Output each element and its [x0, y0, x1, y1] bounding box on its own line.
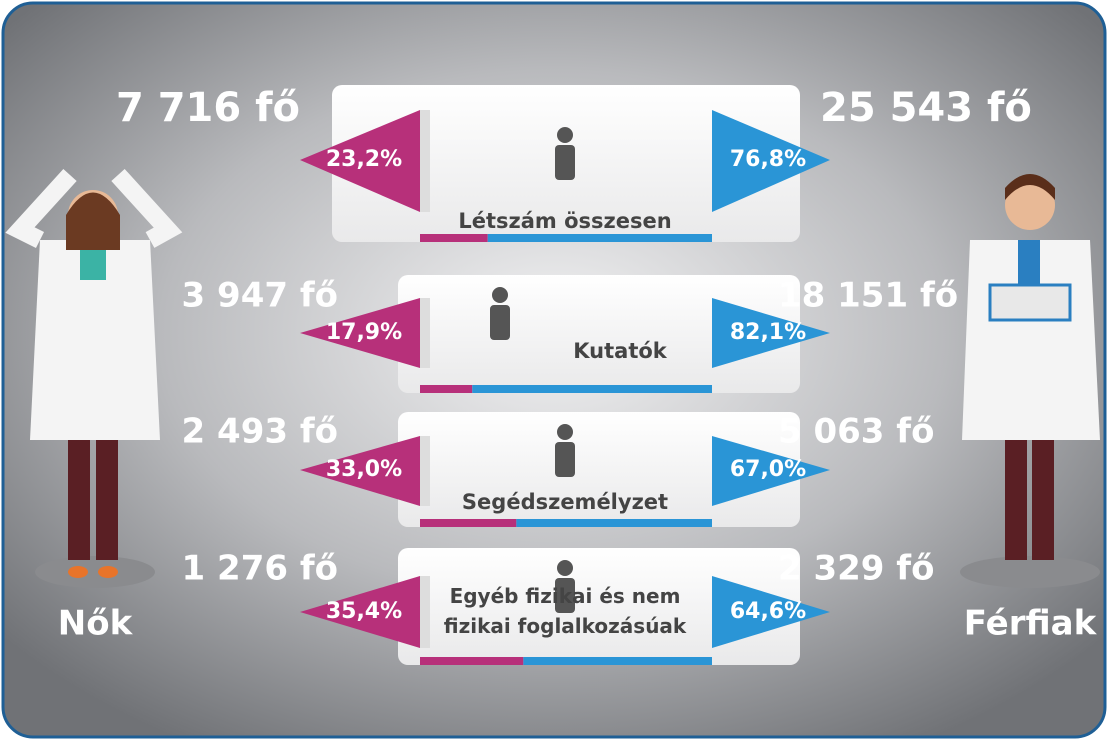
women-share-bar: [420, 657, 523, 665]
men-count: 2 329 fő: [778, 549, 934, 589]
women-share-bar: [420, 519, 516, 527]
row-icon: [555, 127, 575, 180]
row-label-line: Egyéb fizikai és nem: [450, 584, 681, 608]
women-share-bar: [420, 234, 488, 242]
icon-body: [490, 305, 510, 340]
row-label: Segédszemélyzet: [462, 490, 668, 514]
women-count: 1 276 fő: [182, 549, 338, 589]
men-count: 5 063 fő: [778, 412, 934, 452]
row-icon: [490, 287, 510, 340]
men-pct: 67,0%: [730, 457, 806, 482]
women-label: Nők: [58, 604, 134, 644]
page: 23,2% 76,8% 7 716 fő 25 543 fő Létszám össze…: [0, 0, 1108, 740]
men-count: 25 543 fő: [820, 85, 1032, 131]
men-share-bar: [523, 657, 712, 665]
women-count: 3 947 fő: [182, 276, 338, 316]
women-share-bar: [420, 385, 472, 393]
row-icon: [555, 424, 575, 477]
icon-head: [557, 127, 573, 143]
icon-body: [555, 442, 575, 477]
row-label: Kutatók: [573, 339, 668, 363]
women-arrow-band: [420, 576, 430, 648]
women-count: 7 716 fő: [116, 85, 300, 131]
men-count: 18 151 fő: [778, 276, 958, 316]
women-pct: 35,4%: [326, 599, 402, 624]
men-pct: 76,8%: [730, 147, 806, 172]
women-arrow-band: [420, 298, 430, 368]
men-share-bar: [472, 385, 712, 393]
women-pct: 23,2%: [326, 147, 402, 172]
row-label-line: fizikai foglalkozásúak: [444, 614, 687, 638]
women-arrow-band: [420, 110, 430, 212]
women-pct: 17,9%: [326, 320, 402, 345]
icon-head: [492, 287, 508, 303]
icon-body: [555, 145, 575, 180]
women-arrow-band: [420, 436, 430, 506]
women-count: 2 493 fő: [182, 412, 338, 452]
row-label: Létszám összesen: [458, 209, 671, 233]
women-pct: 33,0%: [326, 457, 402, 482]
men-pct: 82,1%: [730, 320, 806, 345]
icon-head: [557, 560, 573, 576]
men-label: Férfiak: [964, 604, 1098, 644]
men-share-bar: [488, 234, 712, 242]
men-share-bar: [516, 519, 712, 527]
icon-head: [557, 424, 573, 440]
men-pct: 64,6%: [730, 599, 806, 624]
infographic: 23,2% 76,8% 7 716 fő 25 543 fő Létszám össze…: [0, 0, 1108, 740]
